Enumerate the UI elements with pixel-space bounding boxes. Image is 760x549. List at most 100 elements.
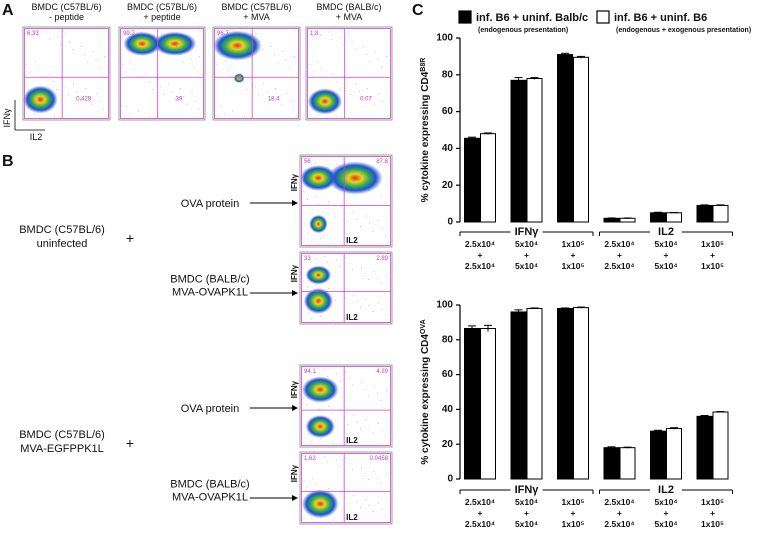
cell-dot bbox=[319, 203, 321, 205]
cell-dot bbox=[339, 380, 341, 382]
quadrant-value: 0.0458 bbox=[370, 456, 389, 462]
plot-title: - peptide bbox=[49, 12, 84, 22]
cell-dot bbox=[372, 230, 374, 232]
x-tick-label: + bbox=[710, 250, 715, 260]
cell-dot bbox=[122, 63, 124, 65]
gate bbox=[301, 366, 391, 446]
cell-dot bbox=[80, 46, 82, 48]
y-tick-label: 40 bbox=[442, 143, 454, 154]
cell-dot bbox=[339, 36, 341, 38]
cell-dot bbox=[53, 81, 55, 83]
cell-dot bbox=[328, 200, 330, 202]
cell-dot bbox=[364, 181, 366, 183]
cell-dot bbox=[313, 105, 315, 107]
cell-dot bbox=[366, 53, 368, 55]
cell-dot bbox=[360, 428, 362, 430]
cell-population bbox=[305, 265, 332, 285]
x-tick-label: 2.5x10⁴ bbox=[604, 261, 634, 271]
cell-dot bbox=[335, 499, 337, 501]
cell-population bbox=[123, 31, 162, 56]
cell-dot bbox=[376, 186, 378, 188]
x-tick-label: 2.5x10⁴ bbox=[604, 497, 634, 507]
cell-dot bbox=[223, 113, 225, 115]
cell-dot bbox=[103, 55, 105, 57]
cell-dot bbox=[364, 388, 366, 390]
cell-dot bbox=[312, 71, 314, 73]
x-tick-label: + bbox=[478, 508, 483, 518]
cell-dot bbox=[384, 514, 386, 516]
cell-dot bbox=[315, 196, 317, 198]
axis-label: IFNγ bbox=[290, 173, 299, 191]
cell-dot bbox=[235, 31, 237, 33]
x-tick-label: 5x10⁴ bbox=[654, 519, 677, 529]
cell-dot bbox=[328, 487, 330, 489]
cell-dot bbox=[373, 103, 375, 105]
axis-label: IL2 bbox=[30, 132, 43, 142]
cell-dot bbox=[331, 208, 333, 210]
quadrant-value: 0.428 bbox=[76, 97, 92, 103]
cell-dot bbox=[88, 95, 90, 97]
cell-population bbox=[301, 489, 339, 519]
cell-dot bbox=[361, 267, 363, 269]
cell-dot bbox=[319, 490, 321, 492]
cell-dot bbox=[339, 171, 341, 173]
cell-dot bbox=[303, 280, 305, 282]
cell-dot bbox=[336, 373, 338, 375]
cell-dot bbox=[311, 440, 313, 442]
cell-dot bbox=[347, 221, 349, 223]
bar bbox=[510, 311, 527, 480]
cell-dot bbox=[308, 29, 310, 31]
x-tick-label: 5x10⁴ bbox=[515, 497, 538, 507]
group-label: IL2 bbox=[658, 226, 674, 238]
x-tick-label: 2.5x10⁴ bbox=[465, 239, 495, 249]
cell-dot bbox=[328, 405, 330, 407]
cell-dot bbox=[91, 103, 93, 105]
bar bbox=[712, 411, 729, 480]
cell-dot bbox=[368, 189, 370, 191]
target-label: MVA-OVAPK1L bbox=[172, 492, 248, 504]
cell-dot bbox=[377, 220, 379, 222]
group-label-bg bbox=[510, 226, 543, 238]
cell-dot bbox=[348, 169, 350, 171]
cell-dot bbox=[380, 282, 382, 284]
cell-dot bbox=[347, 303, 349, 305]
x-tick-label: + bbox=[571, 508, 576, 518]
cell-dot bbox=[273, 53, 275, 55]
cell-dot bbox=[309, 63, 311, 65]
cell-dot bbox=[367, 88, 369, 90]
cell-dot bbox=[171, 91, 173, 93]
cell-dot bbox=[302, 157, 304, 159]
cell-dot bbox=[303, 191, 305, 193]
plot-title: BMDC (C57BL/6) bbox=[127, 2, 197, 12]
y-tick-label: 40 bbox=[442, 404, 454, 415]
cell-dot bbox=[373, 270, 375, 272]
cell-dot bbox=[149, 115, 151, 117]
legend-swatch bbox=[596, 10, 610, 24]
cell-dot bbox=[385, 108, 387, 110]
bar bbox=[619, 217, 636, 223]
cell-dot bbox=[328, 31, 330, 33]
cell-dot bbox=[278, 95, 280, 97]
x-tick-label: 5x10⁴ bbox=[654, 497, 677, 507]
legend-swatch bbox=[458, 10, 472, 24]
cell-dot bbox=[381, 508, 383, 510]
y-tick-label: 100 bbox=[436, 300, 453, 311]
target-label: OVA protein bbox=[181, 198, 240, 210]
cell-dot bbox=[335, 299, 337, 301]
cell-dot bbox=[315, 401, 317, 403]
cell-dot bbox=[352, 176, 354, 178]
cell-dot bbox=[368, 395, 370, 397]
cell-dot bbox=[327, 261, 329, 263]
donor-label: uninfected bbox=[37, 238, 88, 250]
cell-dot bbox=[227, 34, 229, 36]
cell-dot bbox=[360, 507, 362, 509]
cell-dot bbox=[190, 58, 192, 60]
cell-dot bbox=[137, 110, 139, 112]
bar bbox=[526, 307, 543, 480]
donor-label: BMDC (C57BL/6) bbox=[19, 224, 105, 236]
cell-dot bbox=[380, 482, 382, 484]
cell-dot bbox=[293, 55, 295, 57]
cell-dot bbox=[311, 518, 313, 520]
